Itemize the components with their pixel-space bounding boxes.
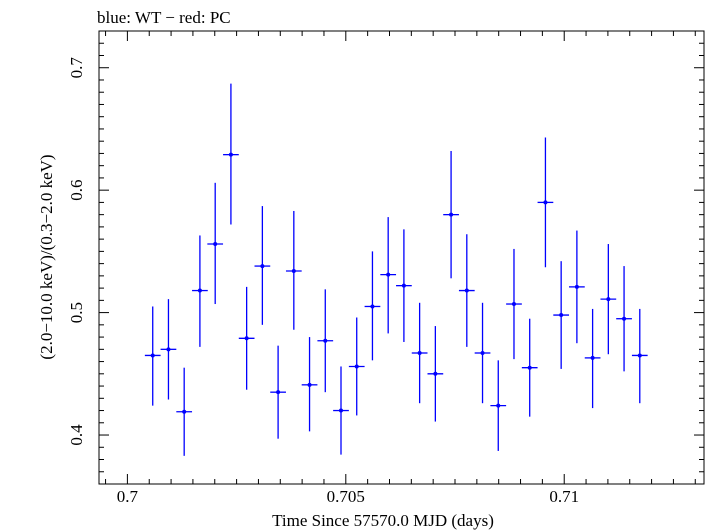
data-point <box>333 366 349 455</box>
data-point <box>207 182 224 305</box>
point-marker <box>401 283 406 288</box>
point-marker <box>622 316 627 321</box>
data-point <box>192 235 208 347</box>
point-marker <box>386 272 391 277</box>
point-marker <box>291 268 296 273</box>
point-marker <box>150 353 155 358</box>
data-point <box>301 337 318 432</box>
point-marker <box>590 355 595 360</box>
point-marker <box>166 347 171 352</box>
data-point <box>285 210 302 330</box>
point-marker <box>464 288 469 293</box>
y-tick-label: 0.4 <box>67 424 86 446</box>
plot-frame <box>98 30 705 485</box>
data-point <box>443 150 459 279</box>
point-marker <box>354 364 359 369</box>
point-marker <box>213 242 218 247</box>
data-point <box>521 318 538 417</box>
data-point <box>631 308 648 404</box>
data-point <box>176 367 193 456</box>
point-marker <box>197 288 202 293</box>
point-marker <box>606 297 611 302</box>
data-point <box>458 234 475 347</box>
y-axis-ticks: 0.4 0.5 0.6 0.7 <box>67 30 704 473</box>
data-point <box>411 302 428 404</box>
data-point <box>380 217 397 334</box>
data-point <box>144 306 161 406</box>
y-tick-label: 0.6 <box>67 180 86 201</box>
point-marker <box>637 353 642 358</box>
data-point <box>270 345 286 439</box>
data-point <box>584 308 601 409</box>
x-tick-label: 0.705 <box>327 487 365 506</box>
data-point <box>616 266 632 372</box>
x-tick-label: 0.7 <box>117 487 139 506</box>
data-point <box>317 289 334 393</box>
data-point <box>427 326 444 422</box>
data-point <box>569 230 585 344</box>
data-point <box>600 244 617 355</box>
point-marker <box>370 304 375 309</box>
x-axis-ticks: 0.7 0.705 0.71 <box>105 31 696 506</box>
data-point <box>474 302 491 404</box>
point-marker <box>182 409 187 414</box>
data-point <box>553 261 570 369</box>
point-marker <box>307 382 312 387</box>
data-point <box>254 206 271 325</box>
x-tick-label: 0.71 <box>549 487 579 506</box>
data-points <box>144 83 648 456</box>
point-marker <box>496 403 501 408</box>
point-marker <box>511 302 516 307</box>
chart-title: blue: WT − red: PC <box>97 8 231 27</box>
point-marker <box>276 390 281 395</box>
point-marker <box>527 365 532 370</box>
x-axis-label: Time Since 57570.0 MJD (days) <box>272 511 494 530</box>
point-marker <box>339 408 343 413</box>
point-marker <box>228 152 233 157</box>
data-point <box>223 83 239 225</box>
data-point <box>537 137 554 268</box>
data-point <box>348 317 365 416</box>
point-marker <box>543 200 548 205</box>
point-marker <box>244 336 249 341</box>
y-axis-label: (2.0−10.0 keV)/(0.3−2.0 keV) <box>37 154 56 359</box>
point-marker <box>574 284 579 289</box>
point-marker <box>260 264 265 269</box>
data-point <box>160 299 177 400</box>
point-marker <box>417 350 422 355</box>
y-tick-label: 0.7 <box>67 57 86 79</box>
y-tick-label: 0.5 <box>67 302 86 323</box>
point-marker <box>433 371 438 376</box>
point-marker <box>449 212 454 217</box>
point-marker <box>323 338 328 343</box>
point-marker <box>480 350 485 355</box>
data-point <box>490 360 507 451</box>
data-point <box>396 229 412 342</box>
data-point <box>364 251 381 361</box>
data-point <box>238 286 255 390</box>
data-point <box>506 248 522 360</box>
point-marker <box>559 313 564 318</box>
